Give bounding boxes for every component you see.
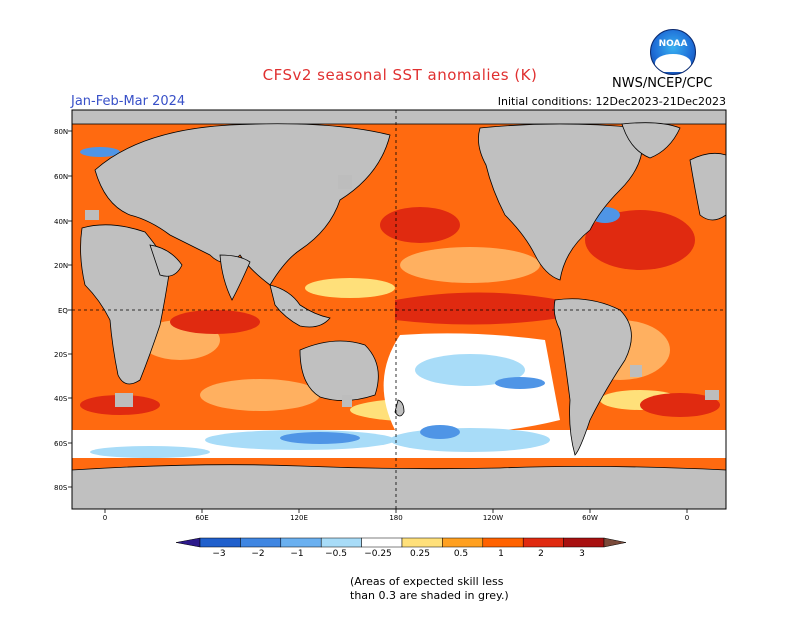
lat-label: 80S <box>54 484 68 492</box>
map-title: CFSv2 seasonal SST anomalies (K) <box>262 66 538 84</box>
low-skill-mask <box>85 175 719 407</box>
noaa-logo-text: NOAA <box>658 39 688 49</box>
lon-label: 0 <box>685 514 689 522</box>
colorbar-segment <box>361 537 403 548</box>
forecast-period: Jan-Feb-Mar 2024 <box>71 94 186 109</box>
latitude-labels: 80N 60N 40N 20N EQ 20S 40S 60S 80S <box>54 128 68 492</box>
colorbar-tick-label: 3 <box>579 549 585 559</box>
colorbar-segment <box>199 537 241 548</box>
colorbar-tick-label: −2 <box>251 549 264 559</box>
lat-label: 80N <box>54 128 68 136</box>
colorbar-tick-label: 1 <box>498 549 504 559</box>
lon-label: 60W <box>582 514 598 522</box>
colorbar-tick-label: −3 <box>212 549 225 559</box>
skill-note: (Areas of expected skill less than 0.3 a… <box>350 575 509 603</box>
lat-label: 20S <box>54 351 68 359</box>
lon-label: 60E <box>195 514 208 522</box>
noaa-logo: NOAA <box>650 29 696 75</box>
colorbar-tick-label: −1 <box>290 549 303 559</box>
lat-label: 40N <box>54 218 68 226</box>
initial-conditions: Initial conditions: 12Dec2023-21Dec2023 <box>497 95 726 108</box>
colorbar-segment <box>175 537 201 548</box>
colorbar-segment <box>482 537 524 548</box>
lat-label: 20N <box>54 262 68 270</box>
skill-note-line: than 0.3 are shaded in grey.) <box>350 589 509 602</box>
colorbar-tick-label: 2 <box>538 549 544 559</box>
lon-label: 120E <box>290 514 308 522</box>
colorbar-segment <box>240 537 282 548</box>
lat-label: 60S <box>54 440 68 448</box>
lon-label: 180 <box>389 514 402 522</box>
agency-label: NWS/NCEP/CPC <box>612 76 713 91</box>
map-frame <box>71 109 727 510</box>
land-masses <box>72 110 726 509</box>
colorbar-segment <box>522 537 564 548</box>
longitude-labels: 0 60E 120E 180 120W 60W 0 <box>103 514 689 522</box>
colorbar-segment <box>442 537 484 548</box>
colorbar-tick-label: −0.5 <box>325 549 347 559</box>
colorbar-tick-label: −0.25 <box>364 549 392 559</box>
colorbar-tick-label: 0.25 <box>410 549 430 559</box>
colorbar-segment <box>563 537 605 548</box>
colorbar-segment <box>320 537 362 548</box>
colorbar-segment <box>401 537 443 548</box>
skill-note-line: (Areas of expected skill less <box>350 575 504 588</box>
lat-label: EQ <box>58 307 68 315</box>
lon-label: 0 <box>103 514 107 522</box>
lon-label: 120W <box>483 514 503 522</box>
cooler-patches <box>80 147 620 444</box>
colorbar-tick-label: 0.5 <box>454 549 468 559</box>
strong-warm-equatorial <box>80 207 720 417</box>
colorbar-segment <box>280 537 322 548</box>
lat-label: 60N <box>54 173 68 181</box>
colorbar-tick-labels: −3 −2 −1 −0.5 −0.25 0.25 0.5 1 2 3 <box>212 549 585 559</box>
colorbar-segment <box>603 537 627 548</box>
colorbar <box>175 537 627 548</box>
lat-label: 40S <box>54 395 68 403</box>
